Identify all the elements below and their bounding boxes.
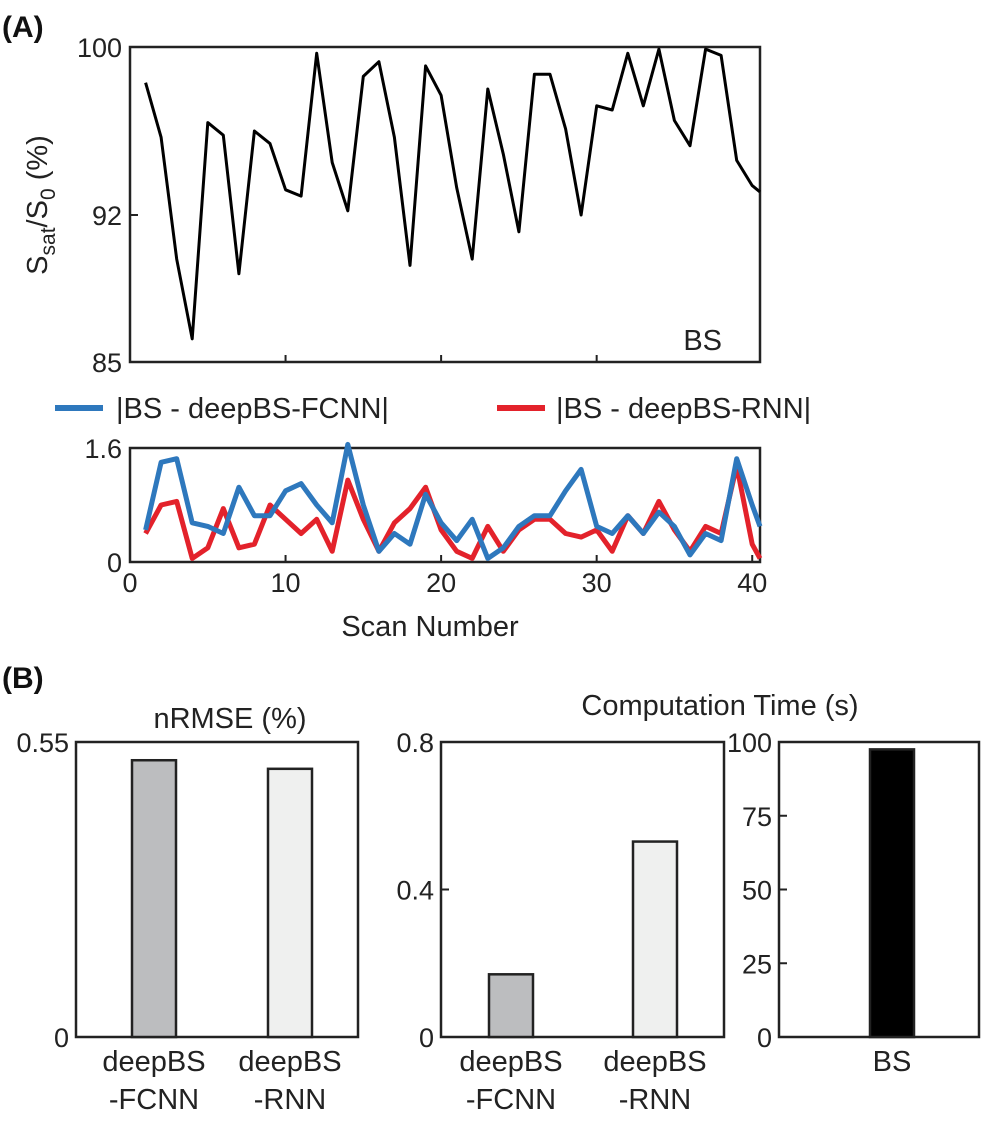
time-deep-y-tick-label: 0.8 xyxy=(396,728,434,758)
ssat-line xyxy=(144,47,761,341)
time-bs-y-tick-label: 0 xyxy=(757,1023,772,1053)
nrmse-plot-frame xyxy=(74,740,360,1039)
ssat-plot-frame xyxy=(128,45,762,364)
time-deep-y-tick-label: 0 xyxy=(419,1023,434,1053)
ssat-y-axis-label: Ssat/S0 (%) xyxy=(22,135,60,275)
nrmse-bar-0 xyxy=(130,758,178,1039)
nrmse-x-label-0-line-0: deepBS xyxy=(102,1046,205,1078)
diff-x-tick-label: 40 xyxy=(737,568,767,598)
nrmse-x-label-1-line-0: deepBS xyxy=(238,1046,341,1078)
diff-y-tick-label: 1.6 xyxy=(84,434,122,464)
diff-x-tick-label: 0 xyxy=(122,568,137,598)
diff-y-tick-label: 0 xyxy=(107,548,122,578)
nrmse-bar-1 xyxy=(266,767,314,1039)
nrmse-x-label-0-line-1: -FCNN xyxy=(109,1084,199,1116)
diff-x-tick-label: 10 xyxy=(271,568,301,598)
time-deep-x-label-1-line-0: deepBS xyxy=(603,1046,706,1078)
time-bs-y-tick-label: 50 xyxy=(742,876,772,906)
time-deep-x-label-0-line-0: deepBS xyxy=(459,1046,562,1078)
diff-plot-frame xyxy=(128,446,762,564)
nrmse-y-tick-label: 0 xyxy=(54,1023,69,1053)
time-bs-y-tick-label: 100 xyxy=(727,728,772,758)
diff-x-tick-label: 20 xyxy=(426,568,456,598)
ssat-y-tick-label: 92 xyxy=(92,201,122,231)
nrmse-x-label-1-line-1: -RNN xyxy=(254,1084,327,1116)
time-deep-x-label-0-line-1: -FCNN xyxy=(466,1084,556,1116)
panel-label-a: (A) xyxy=(2,11,44,44)
time-deep-y-tick-label: 0.4 xyxy=(396,876,434,906)
time-bs-y-tick-label: 25 xyxy=(742,949,772,979)
panel-label-b: (B) xyxy=(2,662,44,695)
time-deep-bar-0 xyxy=(487,973,535,1039)
diff-line-0 xyxy=(143,441,763,561)
time-bs-x-label-0-line-0: BS xyxy=(873,1046,912,1078)
time-deep-bar-1 xyxy=(631,840,679,1039)
ssat-y-label-part-tail: (%) xyxy=(22,135,54,188)
time-bs-bar-0 xyxy=(868,748,916,1039)
nrmse-title: nRMSE (%) xyxy=(153,703,306,735)
legend-label-1: |BS - deepBS-RNN| xyxy=(556,393,811,425)
nrmse-y-tick-label: 0.55 xyxy=(16,728,69,758)
time-deep-plot-frame xyxy=(439,740,726,1039)
diff-x-axis-label: Scan Number xyxy=(341,611,519,643)
ssat-y-label-part-sub2: 0 xyxy=(37,188,60,200)
ssat-y-tick-label: 100 xyxy=(77,33,122,63)
time-deep-x-label-1-line-1: -RNN xyxy=(619,1084,692,1116)
ssat-annotation: BS xyxy=(683,325,722,357)
legend-label-0: |BS - deepBS-FCNN| xyxy=(116,393,389,425)
ssat-y-label-part-mid: /S xyxy=(22,200,54,227)
diff-x-tick-label: 30 xyxy=(582,568,612,598)
ssat-y-label-part-main: S xyxy=(22,255,54,274)
ssat-y-label-part-sub1: sat xyxy=(37,227,60,255)
time-bs-y-tick-label: 75 xyxy=(742,802,772,832)
diff-line-1 xyxy=(143,463,763,561)
time-title: Computation Time (s) xyxy=(581,690,858,722)
ssat-y-tick-label: 85 xyxy=(92,348,122,378)
